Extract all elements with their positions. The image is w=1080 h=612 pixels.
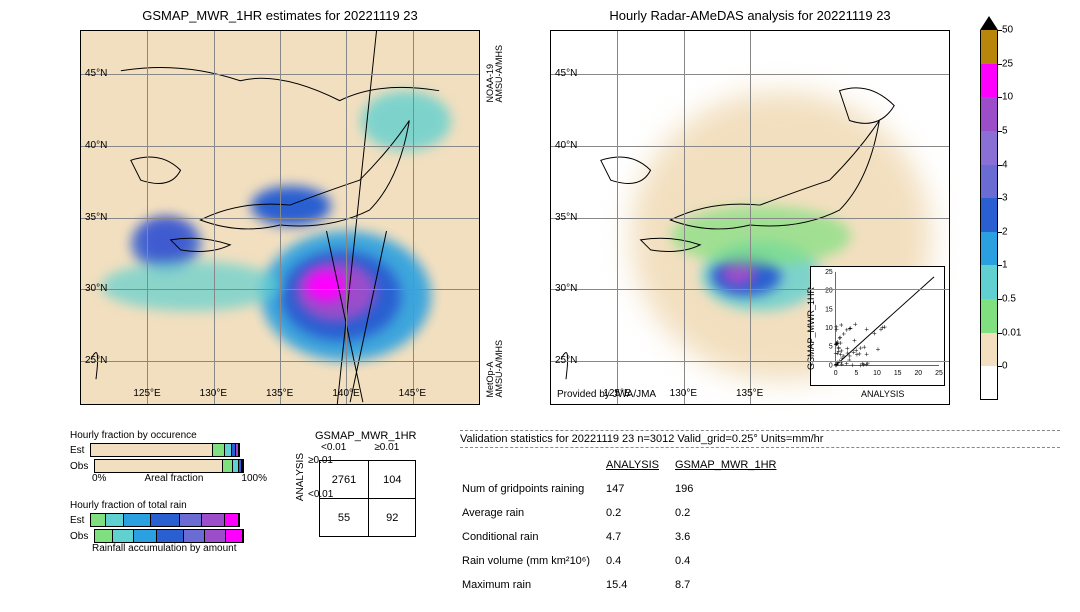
- colorbar-tick: 50: [1002, 25, 1013, 36]
- svg-text:15: 15: [894, 370, 902, 377]
- ct-01: 104: [369, 461, 416, 499]
- totalrain-title: Hourly fraction of total rain: [70, 500, 244, 511]
- ytick: 30°N: [85, 283, 107, 294]
- colorbar-tick: 0.01: [1002, 327, 1021, 338]
- val-row-a: 0.4: [606, 550, 673, 572]
- ct-11: 92: [369, 499, 416, 537]
- val-row-g: 8.7: [675, 574, 790, 596]
- scatter-xlabel: ANALYSIS: [861, 389, 904, 399]
- ytick: 35°N: [555, 212, 577, 223]
- colorbar-tick: 2: [1002, 226, 1008, 237]
- sat-label-bottom: MetOp-AAMSU-A/MHS: [486, 340, 504, 398]
- ytick: 45°N: [555, 68, 577, 79]
- colorbar-tick: 10: [1002, 92, 1013, 103]
- xtick: 125°E: [603, 388, 630, 399]
- val-row-a: 15.4: [606, 574, 673, 596]
- colorbar-tick: 3: [1002, 193, 1008, 204]
- svg-text:5: 5: [854, 370, 858, 377]
- val-row-a: 4.7: [606, 526, 673, 548]
- ytick: 25°N: [555, 355, 577, 366]
- tr-row-obs: Obs: [70, 531, 88, 542]
- colorbar-tick: 25: [1002, 58, 1013, 69]
- xtick: 145°E: [399, 388, 426, 399]
- ytick: 25°N: [85, 355, 107, 366]
- occurrence-title: Hourly fraction by occurence: [70, 430, 267, 441]
- val-row-g: 3.6: [675, 526, 790, 548]
- left-map-title: GSMAP_MWR_1HR estimates for 20221119 23: [80, 8, 480, 23]
- val-row-label: Conditional rain: [462, 526, 604, 548]
- val-row-a: 147: [606, 478, 673, 500]
- occ-row-est: Est: [70, 445, 84, 456]
- xtick: 135°E: [736, 388, 763, 399]
- val-row-label: Maximum rain: [462, 574, 604, 596]
- left-map-panel: 125°E 130°E 135°E 140°E 145°E 45°N 40°N 35°N 30°…: [80, 30, 480, 405]
- ct-col-header: GSMAP_MWR_1HR: [315, 430, 416, 442]
- svg-text:25: 25: [825, 269, 833, 276]
- svg-text:25: 25: [935, 370, 943, 377]
- right-map-panel: Provided by JWA/JMA 00551010151520202525…: [550, 30, 950, 405]
- svg-text:15: 15: [825, 306, 833, 313]
- occurrence-obs-bar: [94, 459, 244, 473]
- sat-label-top: NOAA-19AMSU-A/MHS: [486, 45, 504, 103]
- occurrence-block: Hourly fraction by occurence Est Obs 0% …: [70, 430, 267, 484]
- val-row-a: 0.2: [606, 502, 673, 524]
- ct-00: 2761: [320, 461, 369, 499]
- ytick: 45°N: [85, 68, 107, 79]
- svg-text:10: 10: [825, 325, 833, 332]
- occ-row-obs: Obs: [70, 461, 88, 472]
- svg-text:0: 0: [834, 370, 838, 377]
- ct-10: 55: [320, 499, 369, 537]
- occ-xlabel: Areal fraction: [144, 473, 203, 484]
- occ-xtick-0: 0%: [92, 473, 106, 484]
- colorbar-tick: 1: [1002, 260, 1008, 271]
- contingency-block: GSMAP_MWR_1HR <0.01 ≥0.01 ANALYSIS ≥0.01…: [295, 430, 416, 501]
- scatter-ylabel: GSMAP_MWR_1HR: [806, 287, 816, 370]
- ytick: 30°N: [555, 283, 577, 294]
- colorbar: 502510543210.50.010: [980, 30, 998, 400]
- contingency-table: 2761104 5592: [319, 460, 416, 537]
- ct-col-0: <0.01: [321, 442, 346, 453]
- ytick: 35°N: [85, 212, 107, 223]
- ytick: 40°N: [85, 140, 107, 151]
- vh-gsmap: GSMAP_MWR_1HR: [675, 454, 790, 476]
- ytick: 40°N: [555, 140, 577, 151]
- val-row-g: 0.4: [675, 550, 790, 572]
- occurrence-est-bar: [90, 443, 240, 457]
- colorbar-tick: 0.5: [1002, 294, 1016, 305]
- svg-text:5: 5: [829, 344, 833, 351]
- totalrain-obs-bar: [94, 529, 244, 543]
- colorbar-tick: 4: [1002, 159, 1008, 170]
- val-row-g: 196: [675, 478, 790, 500]
- totalrain-est-bar: [90, 513, 240, 527]
- val-row-label: Num of gridpoints raining: [462, 478, 604, 500]
- xtick: 130°E: [670, 388, 697, 399]
- val-row-label: Rain volume (mm km²10⁶): [462, 550, 604, 572]
- tr-row-est: Est: [70, 515, 84, 526]
- occ-xtick-1: 100%: [241, 473, 267, 484]
- scatter-inset: 00551010151520202525 ANALYSIS GSMAP_MWR_…: [810, 266, 945, 386]
- svg-text:20: 20: [914, 370, 922, 377]
- ct-col-1: ≥0.01: [374, 442, 399, 453]
- val-row-label: Average rain: [462, 502, 604, 524]
- colorbar-tick: 5: [1002, 125, 1008, 136]
- totalrain-block: Hourly fraction of total rain Est Obs Ra…: [70, 500, 244, 554]
- validation-left-table: ANALYSISGSMAP_MWR_1HR Num of gridpoints …: [460, 452, 792, 598]
- xtick: 140°E: [332, 388, 359, 399]
- validation-block: Validation statistics for 20221119 23 n=…: [460, 430, 1060, 598]
- svg-text:0: 0: [829, 362, 833, 369]
- right-map-title: Hourly Radar-AMeDAS analysis for 2022111…: [550, 8, 950, 23]
- xtick: 135°E: [266, 388, 293, 399]
- colorbar-tick: 0: [1002, 361, 1008, 372]
- svg-text:10: 10: [873, 370, 881, 377]
- validation-header: Validation statistics for 20221119 23 n=…: [460, 430, 1060, 448]
- ct-row-header: ANALYSIS: [295, 453, 306, 501]
- val-row-g: 0.2: [675, 502, 790, 524]
- xtick: 130°E: [200, 388, 227, 399]
- vh-analysis: ANALYSIS: [606, 454, 673, 476]
- totalrain-footer: Rainfall accumulation by amount: [92, 543, 244, 554]
- xtick: 125°E: [133, 388, 160, 399]
